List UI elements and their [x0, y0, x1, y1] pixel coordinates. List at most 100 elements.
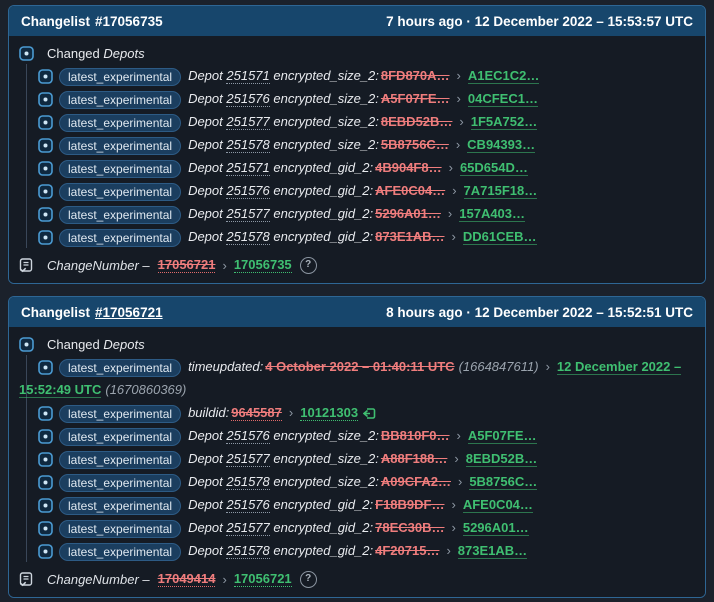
new-value[interactable]: 1F5A752…: [470, 114, 538, 130]
change-arrow: ›: [454, 451, 459, 466]
changelist-icon: [19, 571, 33, 586]
depot-number-link[interactable]: 251571: [226, 160, 270, 176]
old-value: 873E1AB…: [375, 229, 445, 244]
new-value[interactable]: 04CFEC1…: [467, 91, 538, 107]
depot-number-link[interactable]: 251578: [226, 229, 270, 245]
new-value[interactable]: A1EC1C2…: [467, 68, 540, 84]
branch-badge: latest_experimental: [59, 496, 182, 515]
change-row: latest_experimental Depot 251576 encrypte…: [38, 179, 693, 202]
change-label: Depot 251578 encrypted_size_2:: [188, 137, 379, 153]
new-value[interactable]: 7A715F18…: [463, 183, 538, 199]
node-icon: [38, 360, 53, 375]
change-arrow: ›: [459, 114, 464, 129]
depot-number-link[interactable]: 251576: [226, 183, 270, 199]
change-label: Depot 251577 encrypted_gid_2:: [188, 206, 374, 222]
change-row: latest_experimental Depot 251578 encrypte…: [38, 539, 693, 562]
depot-number-link[interactable]: 251576: [226, 497, 270, 513]
old-value: A5F07FE…: [380, 91, 450, 106]
new-value[interactable]: 8EBD52B…: [465, 451, 538, 467]
change-arrow: ›: [452, 183, 457, 198]
help-icon[interactable]: ?: [299, 256, 317, 274]
changed-depots-section: Changed Depots: [19, 333, 693, 355]
changelist-number-link[interactable]: #17056721: [95, 304, 163, 320]
depot-number-link[interactable]: 251577: [226, 451, 270, 467]
new-value[interactable]: 157A403…: [459, 206, 526, 222]
depot-number-link[interactable]: 251577: [226, 206, 270, 222]
changelist-body: Changed Depots latest_experimental timeup…: [9, 327, 705, 597]
branch-badge: latest_experimental: [59, 228, 182, 247]
change-row: latest_experimental Depot 251577 encrypte…: [38, 447, 693, 470]
change-row: latest_experimental Depot 251571 encrypte…: [38, 156, 693, 179]
build-history-icon[interactable]: [363, 407, 376, 420]
old-value: 4F20715…: [375, 543, 440, 558]
changenumber-label: ChangeNumber –: [47, 571, 150, 587]
node-icon: [38, 184, 53, 199]
new-value[interactable]: DD61CEB…: [462, 229, 537, 245]
change-arrow: ›: [447, 206, 453, 221]
new-value[interactable]: CB94393…: [467, 137, 536, 153]
changed-label: Changed: [47, 45, 100, 61]
change-label: Depot 251577 encrypted_size_2:: [188, 114, 379, 130]
old-changenumber-link[interactable]: 17049414: [157, 571, 216, 587]
changenumber-row: ChangeNumber – 17049414 › 17056721 ?: [19, 569, 693, 589]
new-changenumber-link[interactable]: 17056721: [233, 571, 292, 587]
branch-badge: latest_experimental: [59, 136, 182, 155]
old-value: A88F188…: [380, 451, 448, 466]
node-icon: [38, 92, 53, 107]
changenumber-label: ChangeNumber –: [47, 257, 150, 273]
change-arrow: ›: [451, 229, 456, 244]
old-value: BB810F0…: [380, 428, 450, 443]
new-value[interactable]: 12 December 2022 – 15:52:49 UTC: [19, 359, 682, 398]
change-arrow: ›: [456, 428, 461, 443]
new-changenumber-link[interactable]: 17056735: [233, 257, 292, 273]
change-row: latest_experimental Depot 251578 encrypte…: [38, 225, 693, 248]
new-value[interactable]: AFE0C04…: [462, 497, 533, 513]
change-row: latest_experimental Depot 251576 encrypte…: [38, 87, 693, 110]
new-value[interactable]: 65D654D…: [459, 160, 528, 176]
help-icon[interactable]: ?: [299, 570, 317, 588]
change-arrow: ›: [448, 160, 453, 175]
changelist-body: Changed Depots latest_experimental Depot …: [9, 36, 705, 283]
depot-number-link[interactable]: 251576: [226, 428, 270, 444]
node-icon: [38, 498, 53, 513]
old-value: 5296A01…: [375, 206, 441, 221]
depot-number-link[interactable]: 251578: [226, 137, 270, 153]
change-label: Depot 251578 encrypted_gid_2:: [188, 229, 374, 245]
change-label: buildid:: [188, 405, 230, 420]
changelist-header: Changelist #17056735 7 hours ago · 12 De…: [9, 6, 705, 36]
branch-badge: latest_experimental: [59, 427, 182, 446]
changenumber-row: ChangeNumber – 17056721 › 17056735 ?: [19, 255, 693, 275]
depot-number-link[interactable]: 251577: [226, 114, 270, 130]
branch-badge: latest_experimental: [59, 90, 182, 109]
depot-number-link[interactable]: 251578: [226, 474, 270, 490]
branch-badge: latest_experimental: [59, 519, 182, 538]
depot-number-link[interactable]: 251576: [226, 91, 270, 107]
depot-number-link[interactable]: 251571: [226, 68, 270, 84]
new-value[interactable]: 5296A01…: [462, 520, 529, 536]
new-value[interactable]: 873E1AB…: [457, 543, 528, 559]
changelist-card: Changelist #17056721 8 hours ago · 12 De…: [8, 296, 706, 598]
node-icon: [38, 161, 53, 176]
new-value[interactable]: A5F07FE…: [467, 428, 537, 444]
old-value[interactable]: 9645587: [231, 405, 282, 421]
depot-number-link[interactable]: 251578: [226, 543, 270, 559]
new-value[interactable]: 10121303: [300, 405, 359, 421]
branch-badge: latest_experimental: [59, 67, 182, 86]
old-changenumber-link[interactable]: 17056721: [157, 257, 216, 273]
change-row: latest_experimental Depot 251578 encrypte…: [38, 133, 693, 156]
old-value: 8FD870A…: [380, 68, 450, 83]
old-value: F18B9DF…: [375, 497, 445, 512]
changed-label: Changed: [47, 336, 100, 352]
change-row: latest_experimental Depot 251578 encrypte…: [38, 470, 693, 493]
change-label: Depot 251578 encrypted_gid_2:: [188, 543, 374, 559]
old-value: 4 October 2022 – 01:40:11 UTC: [265, 359, 455, 374]
change-arrow: ›: [456, 68, 461, 83]
node-icon: [38, 475, 53, 490]
new-value[interactable]: 5B8756C…: [469, 474, 538, 490]
node-icon: [38, 406, 53, 421]
changed-target: Depots: [103, 45, 145, 61]
depot-number-link[interactable]: 251577: [226, 520, 270, 536]
change-label: Depot 251576 encrypted_size_2:: [188, 428, 379, 444]
changelist-header: Changelist #17056721 8 hours ago · 12 De…: [9, 297, 705, 327]
